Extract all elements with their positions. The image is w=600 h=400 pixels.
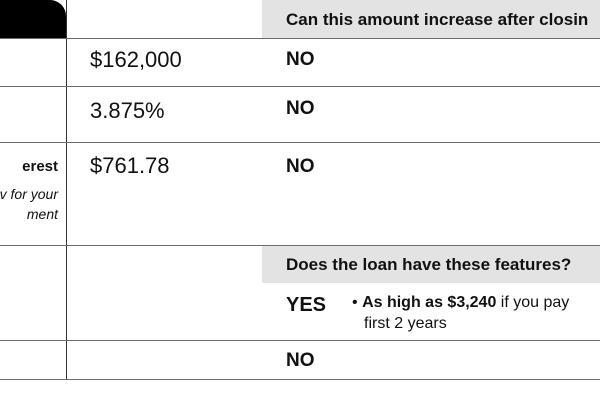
prepayment-condition: if you pay (496, 294, 570, 311)
prepayment-penalty-answer: YES (286, 294, 327, 316)
prepayment-period: first 2 years (364, 315, 447, 332)
column-divider (66, 0, 67, 380)
row-divider (0, 38, 600, 39)
prepayment-amount: As high as $3,240 (362, 294, 497, 311)
loan-amount-answer: NO (286, 49, 315, 70)
header-shade-features (262, 245, 600, 283)
section-header-tab (0, 0, 66, 38)
monthly-payment-answer: NO (286, 156, 315, 177)
monthly-payment-note-line1: v for your (0, 186, 58, 202)
row-divider (0, 142, 600, 143)
bullet-glyph: • (352, 294, 358, 311)
loan-amount-value: $162,000 (90, 47, 182, 72)
header-shade-increase (262, 0, 600, 38)
row-divider (0, 245, 600, 246)
monthly-payment-note-line2: ment (26, 206, 58, 222)
increase-question-header: Can this amount increase after closin (286, 10, 589, 29)
features-question-header: Does the loan have these features? (286, 255, 572, 274)
row-divider (0, 379, 600, 380)
monthly-payment-label: erest (22, 158, 58, 175)
interest-rate-answer: NO (286, 98, 315, 119)
row-divider (0, 340, 600, 341)
monthly-payment-value: $761.78 (90, 153, 170, 178)
interest-rate-value: 3.875% (90, 98, 165, 123)
balloon-payment-answer: NO (286, 350, 315, 371)
row-divider (0, 86, 600, 87)
prepayment-penalty-detail: • As high as $3,240 if you pay first 2 y… (352, 292, 569, 334)
